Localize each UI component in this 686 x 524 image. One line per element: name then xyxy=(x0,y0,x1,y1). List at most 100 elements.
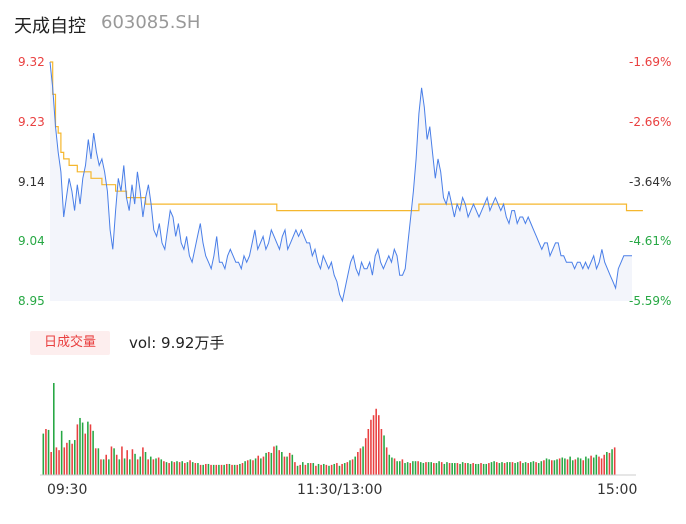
y-tick-right: -2.66% xyxy=(629,115,672,129)
volume-bar xyxy=(165,462,168,475)
volume-bar xyxy=(199,464,202,475)
y-tick-right: -4.61% xyxy=(629,234,672,248)
volume-bar xyxy=(571,460,574,475)
y-tick-right: -5.59% xyxy=(629,294,672,308)
volume-bar xyxy=(404,463,406,475)
volume-bar xyxy=(129,459,131,475)
volume-bar xyxy=(530,462,532,475)
volume-bar xyxy=(338,465,341,475)
volume-bar xyxy=(241,463,244,475)
volume-bar xyxy=(359,448,362,475)
volume-bar xyxy=(522,463,524,475)
volume-bar xyxy=(506,462,509,475)
volume-bar xyxy=(249,459,252,475)
volume-bar xyxy=(97,448,100,475)
x-tick-midday: 11:30/13:00 xyxy=(297,482,383,498)
volume-bar xyxy=(488,463,490,475)
volume-bar xyxy=(136,459,139,475)
volume-bar xyxy=(417,461,419,475)
volume-bar xyxy=(585,456,587,475)
volume-bar xyxy=(155,458,157,475)
volume-bar xyxy=(212,464,215,475)
volume-bar xyxy=(244,461,246,475)
volume-bar xyxy=(102,459,105,475)
volume-bar xyxy=(451,463,453,475)
volume-bar xyxy=(474,463,477,475)
volume-bar xyxy=(459,463,461,475)
volume-bar xyxy=(142,447,144,475)
volume-bar xyxy=(375,408,377,475)
volume-bar xyxy=(315,465,317,475)
volume-bar xyxy=(131,449,134,475)
volume-bar xyxy=(312,463,315,475)
volume-bar xyxy=(239,463,241,475)
volume-bar xyxy=(53,383,55,475)
volume-bar xyxy=(433,463,435,475)
volume-bar xyxy=(302,462,304,475)
volume-bar xyxy=(509,462,511,475)
volume-bar xyxy=(299,464,301,475)
volume-bar xyxy=(514,463,516,475)
volume-bar xyxy=(501,462,503,475)
volume-bar xyxy=(178,462,181,475)
volume-bar xyxy=(225,463,228,475)
volume-bar xyxy=(123,458,126,475)
volume-bar xyxy=(118,459,121,475)
volume-bar xyxy=(168,463,170,475)
volume-bar xyxy=(498,463,501,475)
volume-bar xyxy=(524,462,527,475)
volume-bar xyxy=(600,458,603,475)
volume-bar xyxy=(535,462,537,475)
volume-bar xyxy=(378,415,380,475)
volume-bar xyxy=(537,463,540,475)
volume-bar xyxy=(511,462,514,475)
volume-bar xyxy=(147,459,149,475)
volume-bar xyxy=(273,446,275,475)
volume-bar xyxy=(134,453,136,475)
volume-bar xyxy=(598,456,600,475)
volume-bar xyxy=(454,463,456,475)
volume-bar xyxy=(309,463,312,475)
y-tick-left: 9.14 xyxy=(18,175,45,189)
volume-bar xyxy=(427,462,430,475)
volume-bar xyxy=(113,448,115,475)
volume-bar xyxy=(291,454,294,475)
volume-bar xyxy=(181,461,184,475)
volume-bar xyxy=(367,429,370,475)
volume-bar xyxy=(184,463,186,475)
volume-bar xyxy=(485,463,488,475)
volume-bar xyxy=(383,435,385,475)
volume-bar xyxy=(385,447,388,475)
volume-bar xyxy=(608,452,611,475)
volume-bar xyxy=(205,463,207,475)
volume-bar xyxy=(569,456,571,475)
volume-bar xyxy=(577,457,579,475)
volume-bar xyxy=(246,460,249,475)
volume-bar xyxy=(611,449,613,475)
volume-bar xyxy=(419,462,422,475)
volume-bar xyxy=(149,456,152,475)
volume-bar xyxy=(55,447,58,475)
volume-bar xyxy=(254,458,257,475)
volume-bar xyxy=(551,460,553,475)
volume-bar xyxy=(364,438,367,475)
volume-bar xyxy=(189,460,191,475)
volume-bar xyxy=(330,464,333,475)
volume-bar xyxy=(574,459,577,475)
volume-badge[interactable]: 日成交量 xyxy=(30,331,110,355)
volume-bar xyxy=(283,456,286,475)
volume-bar xyxy=(456,463,459,475)
volume-bar xyxy=(231,464,233,475)
volume-bar xyxy=(467,463,469,475)
volume-bar xyxy=(422,463,425,475)
volume-bar xyxy=(391,457,393,475)
volume-bar xyxy=(191,462,194,475)
volume-bar xyxy=(58,450,60,475)
y-tick-right: -3.64% xyxy=(629,175,672,189)
volume-bar xyxy=(490,462,493,475)
volume-bar xyxy=(260,458,262,475)
volume-bar xyxy=(409,463,412,475)
volume-bar xyxy=(548,459,550,475)
volume-bar xyxy=(152,459,155,475)
